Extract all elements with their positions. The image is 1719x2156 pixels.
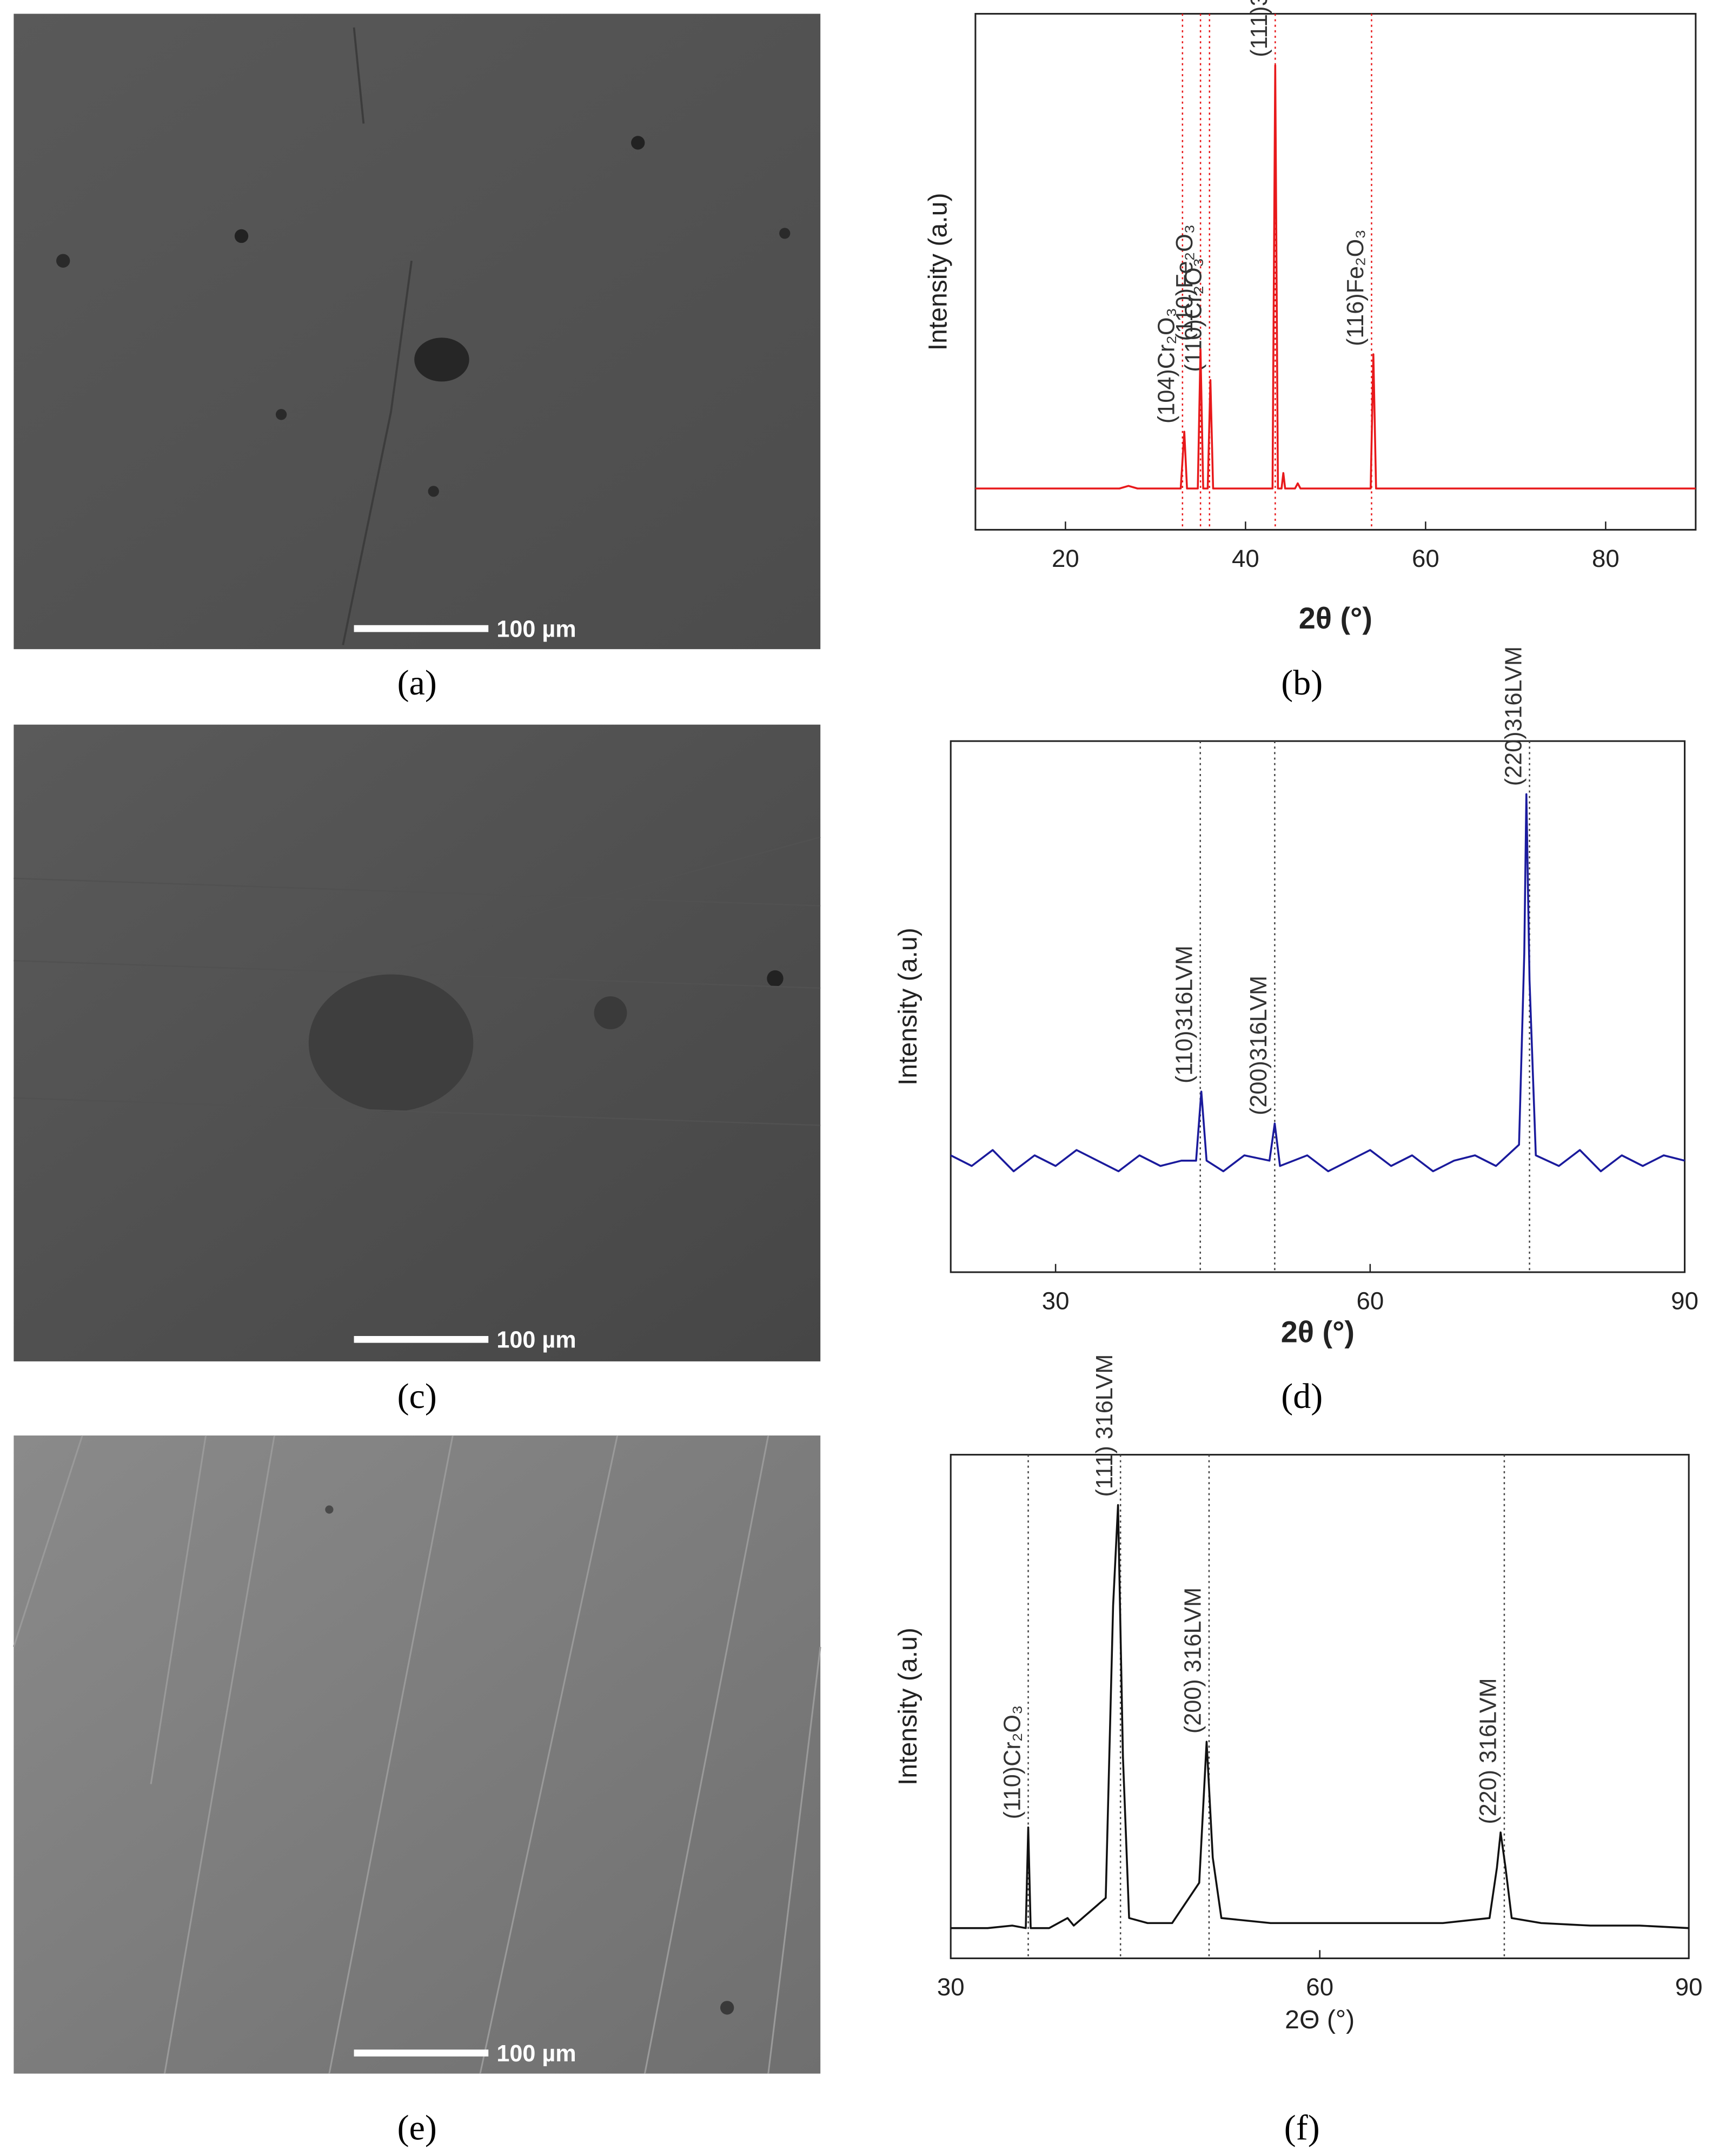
plot-frame bbox=[950, 740, 1686, 1273]
sem-image: 100 µm bbox=[14, 724, 821, 1361]
peak-label: (111)316LVM bbox=[1246, 0, 1272, 57]
sem-image: 100 µm bbox=[12, 1435, 821, 2074]
x-tick-label: 80 bbox=[1592, 545, 1620, 572]
x-axis-title: 2θ (°) bbox=[1281, 1314, 1355, 1348]
x-axis-title: 2θ (°) bbox=[1299, 601, 1372, 635]
plot-frame bbox=[950, 1453, 1690, 1960]
peak-label: (110)Cr₂O₃ bbox=[1181, 258, 1207, 372]
peak-label: (116)Fe₂O₃ bbox=[1343, 229, 1369, 346]
panel-label: (a) bbox=[397, 663, 437, 703]
x-tick-label: 60 bbox=[1306, 1973, 1333, 2001]
peak-label: (200) 316LVM bbox=[1180, 1588, 1206, 1734]
xrd-pattern bbox=[951, 1504, 1689, 1929]
x-axis-title: 2Θ (°) bbox=[1285, 2005, 1355, 2034]
x-tick-label: 40 bbox=[1232, 545, 1259, 572]
sem-image: 100 µm bbox=[14, 14, 821, 650]
x-tick-label: 20 bbox=[1052, 545, 1079, 572]
chart: 30 60 90 2Θ (°) Intensity (a.u) (110)Cr₂O₃ (11… bbox=[893, 1354, 1703, 2034]
panel-label: (d) bbox=[1281, 1377, 1323, 1416]
chart: 30 60 90 2θ (°) Intensity (a.u) (110)316LVM (2… bbox=[893, 646, 1698, 1348]
peak-label: (111) 316LVM bbox=[1092, 1354, 1118, 1497]
panel-label: (c) bbox=[397, 1377, 437, 1416]
xrd-pattern bbox=[975, 64, 1696, 490]
y-axis-title: Intensity (a.u) bbox=[893, 928, 922, 1086]
plot-frame bbox=[974, 12, 1697, 531]
peak-label: (110)316LVM bbox=[1171, 945, 1197, 1083]
peak-label: (110)Cr₂O₃ bbox=[999, 1705, 1025, 1819]
peak-label: (200)316LVM bbox=[1246, 976, 1272, 1115]
x-tick-label: 90 bbox=[1675, 1973, 1703, 2001]
peak-label: (220) 316LVM bbox=[1476, 1678, 1502, 1824]
x-tick-label: 90 bbox=[1671, 1287, 1698, 1315]
panel-label: (e) bbox=[397, 2108, 437, 2147]
scale-bar-label: 100 µm bbox=[496, 2041, 576, 2067]
panel-label: (b) bbox=[1281, 663, 1323, 703]
xrd-pattern bbox=[950, 793, 1685, 1173]
x-tick-label: 30 bbox=[937, 1973, 965, 2001]
panel-label: (f) bbox=[1284, 2108, 1320, 2147]
scale-bar-label: 100 µm bbox=[496, 1327, 576, 1353]
y-axis-title: Intensity (a.u) bbox=[893, 1628, 922, 1785]
y-axis-title: Intensity (a.u) bbox=[924, 193, 953, 350]
x-tick-label: 60 bbox=[1356, 1287, 1384, 1315]
peak-label: (104)Cr₂O₃ bbox=[1154, 308, 1180, 424]
x-tick-label: 60 bbox=[1412, 545, 1439, 572]
x-tick-label: 30 bbox=[1042, 1287, 1070, 1315]
scale-bar-label: 100 µm bbox=[496, 616, 576, 642]
peak-label: (110)Fe₂O₃ bbox=[1172, 224, 1198, 341]
peak-label: (220)316LVM bbox=[1501, 646, 1526, 786]
